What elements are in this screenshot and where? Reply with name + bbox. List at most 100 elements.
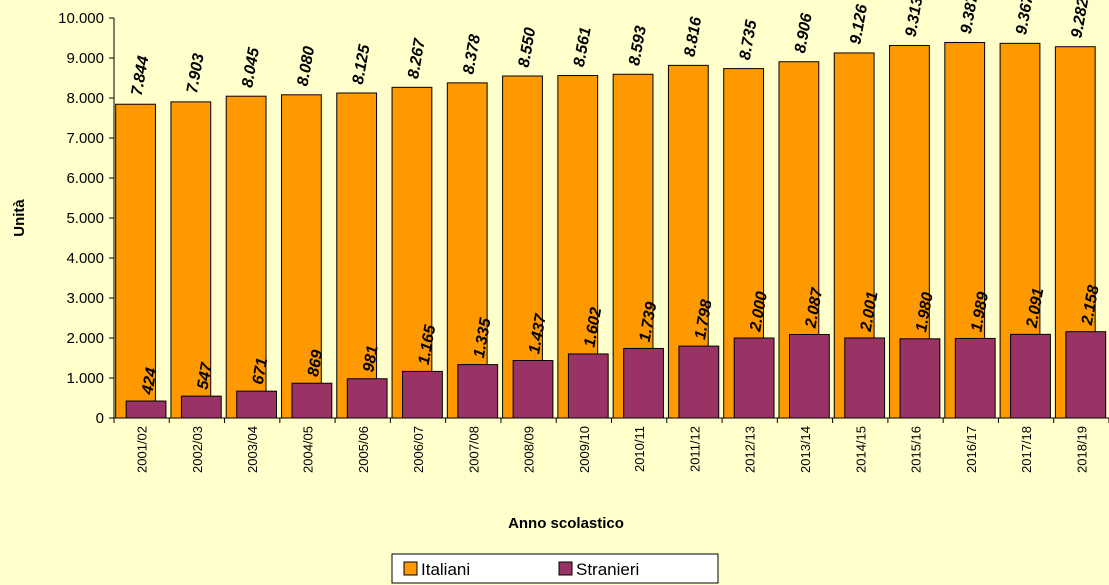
- y-tick-label: 0: [96, 410, 104, 427]
- bar-stranieri: [899, 338, 941, 419]
- data-labels: 7.844 424 7.903 547 8.045 671 8.080 869 8.125 981…: [129, 0, 1103, 397]
- y-tick-label: 9.000: [66, 50, 104, 67]
- bar-stranieri: [954, 337, 996, 419]
- bar-stranieri: [1010, 333, 1051, 419]
- data-label-italiani: 8.045: [239, 45, 263, 88]
- x-tick-label: 2015/16: [909, 426, 924, 473]
- data-label-italiani: 9.367: [1013, 0, 1037, 36]
- x-axis-title: Anno scolastico: [508, 515, 624, 532]
- data-label-italiani: 8.816: [682, 16, 706, 58]
- x-tick-label: 2017/18: [1019, 426, 1034, 473]
- x-tick-label: 2014/15: [853, 426, 868, 473]
- x-tick-label: 2001/02: [135, 426, 150, 473]
- x-tick-label: 2010/11: [632, 426, 647, 472]
- x-tick-label: 2012/13: [743, 426, 758, 473]
- bars: [115, 42, 1107, 419]
- bar-stranieri: [291, 382, 333, 419]
- y-tick-label: 1.000: [66, 370, 104, 387]
- bar-stranieri: [844, 337, 886, 419]
- x-tick-label: 2002/03: [190, 426, 205, 473]
- y-tick-label: 10.000: [58, 10, 104, 27]
- data-label-italiani: 8.906: [792, 12, 816, 54]
- x-tick-label: 2011/12: [687, 426, 702, 472]
- data-label-stranieri: 1.335: [471, 316, 495, 359]
- legend-label: Stranieri: [576, 560, 639, 579]
- y-tick-label: 7.000: [66, 130, 104, 147]
- data-label-stranieri: 981: [360, 344, 381, 373]
- bar-stranieri: [623, 347, 664, 419]
- x-tick-label: 2013/14: [798, 426, 813, 473]
- bar-stranieri: [346, 378, 388, 419]
- bar-italiani: [225, 95, 267, 419]
- bar-italiani: [391, 86, 433, 419]
- x-tick-label: 2009/10: [577, 426, 592, 473]
- bar-stranieri: [402, 370, 443, 419]
- x-tick-label: 2008/09: [522, 426, 537, 473]
- y-tick-label: 4.000: [66, 250, 104, 267]
- data-label-stranieri: 2.158: [1079, 284, 1103, 327]
- y-tick-label: 8.000: [66, 90, 104, 107]
- bar-italiani: [115, 103, 156, 419]
- y-tick-label: 3.000: [66, 290, 104, 307]
- data-label-italiani: 8.378: [460, 33, 484, 75]
- bar-stranieri: [678, 345, 720, 419]
- x-tick-label: 2003/04: [245, 426, 260, 473]
- data-label-italiani: 8.735: [737, 18, 761, 61]
- bar-stranieri: [788, 334, 830, 419]
- bar-stranieri: [125, 400, 167, 419]
- legend-swatch: [403, 561, 418, 576]
- x-tick-label: 2004/05: [300, 426, 315, 473]
- data-label-italiani: 8.550: [516, 26, 540, 68]
- data-label-stranieri: 547: [195, 360, 217, 390]
- data-label-italiani: 8.125: [350, 42, 374, 85]
- x-tick-label: 2007/08: [466, 426, 481, 473]
- bar-stranieri: [236, 390, 278, 419]
- x-tick-label: 2016/17: [964, 426, 979, 473]
- data-label-stranieri: 2.000: [747, 290, 771, 333]
- legend: Italiani Stranieri: [391, 553, 719, 584]
- data-label-stranieri: 2.091: [1024, 287, 1048, 330]
- data-label-italiani: 8.561: [571, 26, 595, 68]
- data-label-italiani: 8.080: [295, 45, 319, 87]
- data-label-stranieri: 1.980: [913, 291, 937, 333]
- legend-box: [391, 553, 719, 584]
- legend-swatch: [558, 561, 573, 576]
- data-label-stranieri: 1.602: [581, 306, 605, 348]
- data-label-stranieri: 2.001: [858, 290, 882, 333]
- data-label-italiani: 9.387: [958, 0, 982, 35]
- y-tick-label: 5.000: [66, 210, 104, 227]
- x-tick-label: 2005/06: [356, 426, 371, 473]
- data-label-italiani: 7.844: [129, 54, 153, 96]
- data-label-italiani: 8.267: [405, 37, 429, 80]
- data-label-stranieri: 869: [305, 349, 326, 378]
- data-label-italiani: 8.593: [626, 24, 650, 66]
- bar-stranieri: [180, 395, 222, 419]
- data-label-italiani: 7.903: [184, 52, 208, 94]
- data-label-stranieri: 1.739: [637, 301, 661, 343]
- bar-stranieri: [733, 337, 775, 419]
- bar-italiani: [280, 94, 322, 419]
- data-label-stranieri: 1.437: [526, 312, 550, 355]
- data-label-stranieri: 424: [139, 366, 161, 396]
- bar-stranieri: [1065, 331, 1107, 419]
- y-axis-ticks: 0 1.000 2.000 3.000 4.000 5.000 6.000 7.000 8.00…: [58, 10, 114, 427]
- data-label-italiani: 9.313: [903, 0, 927, 38]
- bar-stranieri: [512, 360, 554, 419]
- y-tick-label: 2.000: [66, 330, 104, 347]
- bar-stranieri: [567, 353, 609, 419]
- data-label-stranieri: 671: [250, 357, 271, 386]
- y-tick-label: 6.000: [66, 170, 104, 187]
- data-label-stranieri: 1.798: [692, 298, 716, 340]
- bar-italiani: [336, 92, 378, 419]
- legend-label: Italiani: [421, 560, 470, 579]
- data-label-italiani: 9.126: [847, 3, 871, 45]
- data-label-stranieri: 1.989: [968, 291, 992, 333]
- bar-italiani: [446, 82, 488, 419]
- x-axis-ticks: 2001/02 2002/03 2003/04 2004/05 2005/06 2006/…: [113, 418, 1109, 473]
- y-axis-title: Unità: [11, 199, 28, 237]
- x-tick-label: 2018/19: [1074, 426, 1089, 473]
- data-label-italiani: 9.282: [1068, 0, 1092, 39]
- x-tick-label: 2006/07: [411, 426, 426, 473]
- data-label-stranieri: 1.165: [416, 323, 440, 366]
